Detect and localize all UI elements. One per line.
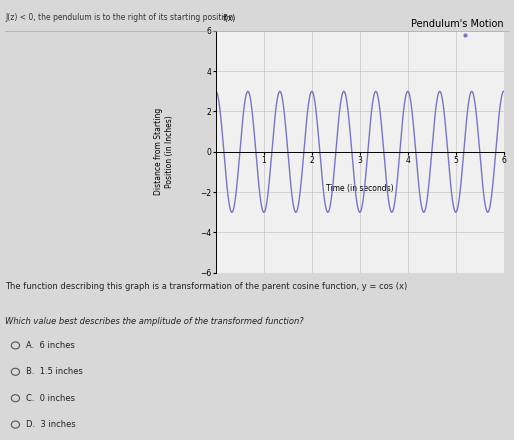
- Text: A.  6 inches: A. 6 inches: [26, 341, 75, 350]
- Text: Which value best describes the amplitude of the transformed function?: Which value best describes the amplitude…: [5, 317, 304, 326]
- X-axis label: Time (in seconds): Time (in seconds): [326, 184, 394, 194]
- Text: C.  0 inches: C. 0 inches: [26, 394, 75, 403]
- Text: Distance from Starting
Position (in Inches): Distance from Starting Position (in Inch…: [154, 108, 174, 195]
- Text: D.  3 inches: D. 3 inches: [26, 420, 76, 429]
- Text: f(x): f(x): [223, 14, 236, 23]
- Text: Pendulum's Motion: Pendulum's Motion: [411, 18, 504, 29]
- Text: The function describing this graph is a transformation of the parent cosine func: The function describing this graph is a …: [5, 282, 408, 290]
- Text: J(z) < 0, the pendulum is to the right of its starting position.: J(z) < 0, the pendulum is to the right o…: [5, 13, 236, 22]
- Text: B.  1.5 inches: B. 1.5 inches: [26, 367, 83, 376]
